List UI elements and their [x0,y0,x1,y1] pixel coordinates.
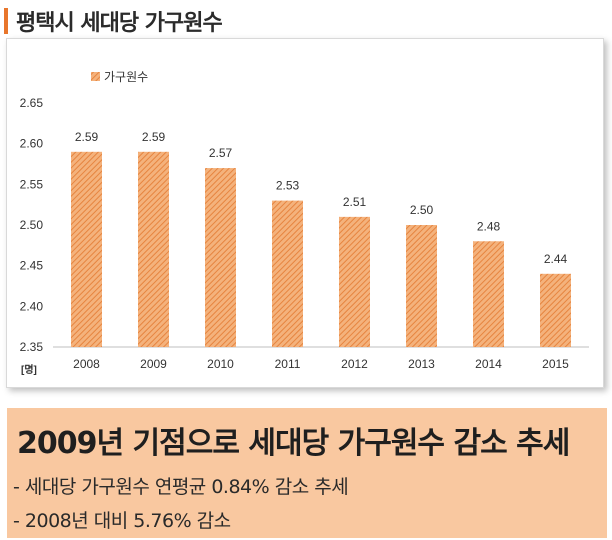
bar-2011 [272,200,303,347]
summary-line-2: - 2008년 대비 5.76% 감소 [13,510,231,532]
data-label: 2.48 [477,219,501,233]
bar-2008 [71,151,102,347]
y-tick-label: 2.55 [20,177,44,191]
summary-headline: 2009년 기점으로 세대당 가구원수 감소 추세 [17,426,570,461]
data-label: 2.51 [343,195,367,209]
page-title: 평택시 세대당 가구원수 [16,11,223,36]
y-tick-label: 2.45 [20,259,44,273]
y-tick-label: 2.65 [20,96,44,110]
y-unit-label: [명] [21,363,37,376]
summary-line-1: - 세대당 가구원수 연평균 0.84% 감소 추세 [13,476,349,498]
bar-2009 [138,151,169,347]
y-tick-label: 2.35 [20,340,44,354]
legend-swatch [91,72,100,81]
bar-2010 [205,168,236,347]
x-tick-label: 2010 [207,357,234,371]
title-accent-bar [4,8,8,34]
bar-2012 [339,216,370,347]
legend-label: 가구원수 [104,70,148,84]
x-tick-label: 2015 [542,357,569,371]
y-tick-label: 2.60 [20,137,44,151]
x-tick-label: 2012 [341,357,368,371]
x-tick-label: 2011 [275,357,301,371]
title-bar: 평택시 세대당 가구원수 [4,6,223,36]
bar-2013 [406,225,437,347]
y-tick-label: 2.40 [20,299,44,313]
data-label: 2.57 [209,146,233,160]
data-label: 2.44 [544,252,568,266]
summary-box: 2009년 기점으로 세대당 가구원수 감소 추세 - 세대당 가구원수 연평균… [7,408,607,538]
bar-2014 [473,241,504,347]
data-label: 2.59 [142,130,166,144]
bar-chart: 2.65 2.60 2.55 2.50 2.45 2.40 2.35 [명] 2.59 2008 2… [20,70,589,376]
data-label: 2.59 [75,130,99,144]
bar-2015 [540,273,571,347]
data-label: 2.50 [410,203,434,217]
chart-panel: 2.65 2.60 2.55 2.50 2.45 2.40 2.35 [명] 2.59 2008 2… [6,38,604,388]
x-tick-label: 2009 [140,357,167,371]
x-tick-label: 2013 [408,357,435,371]
x-tick-label: 2014 [475,357,502,371]
x-tick-label: 2008 [73,357,100,371]
y-tick-label: 2.50 [20,218,44,232]
data-label: 2.53 [276,179,300,193]
